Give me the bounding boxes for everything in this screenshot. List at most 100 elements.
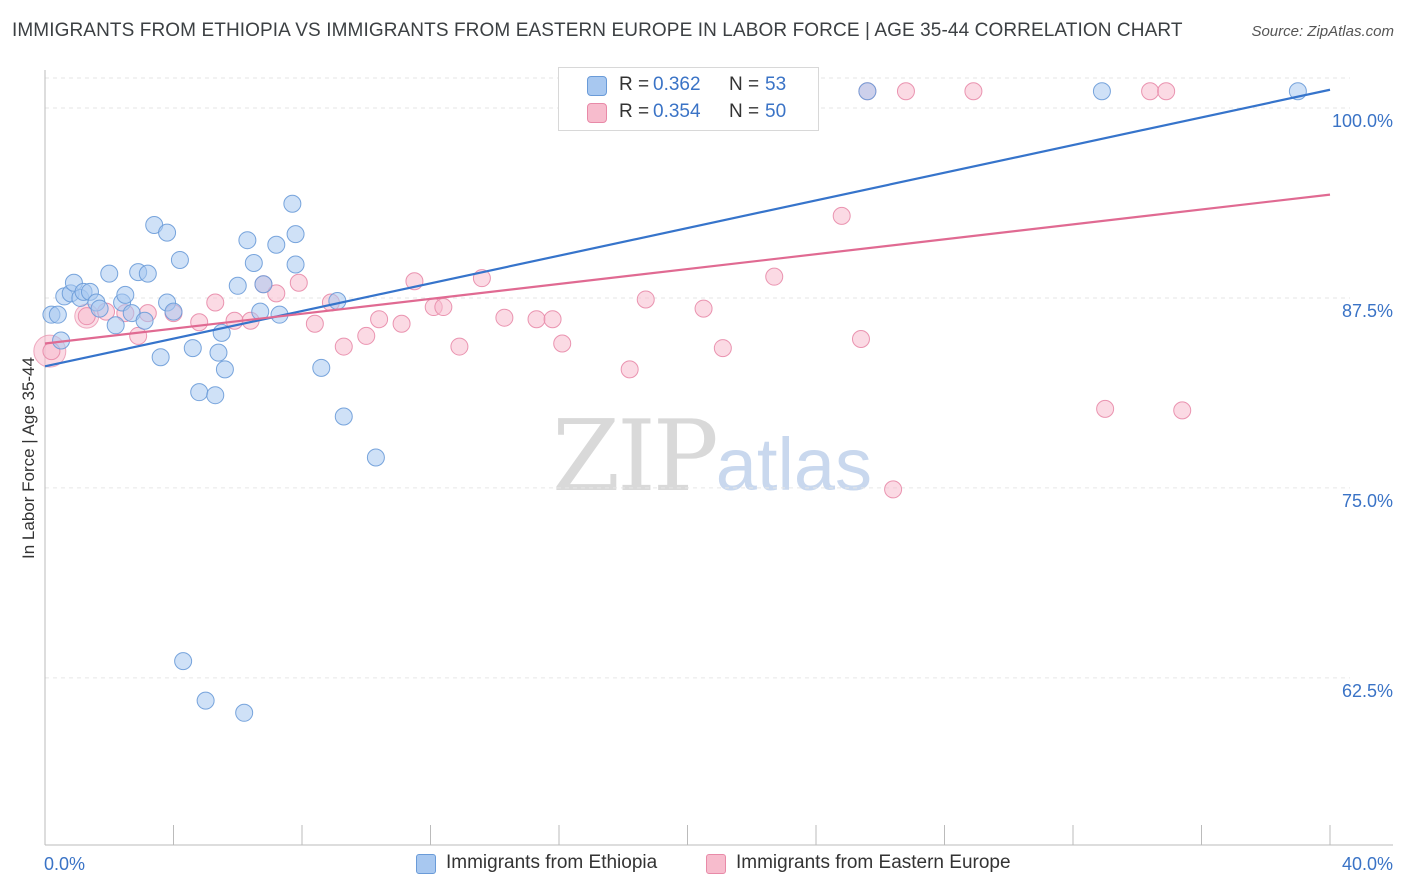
ethiopia-point: [366, 448, 385, 467]
ethiopia-point: [254, 275, 273, 294]
eastern-europe-point: [832, 206, 851, 225]
legend-r-label: R =: [619, 74, 650, 95]
tick-labels: 62.5% 75.0% 87.5% 100.0% 0.0% 40.0%: [44, 111, 1393, 874]
eastern-europe-point: [636, 290, 655, 309]
ethiopia-point: [283, 194, 302, 213]
eastern-europe-point: [434, 298, 453, 317]
eastern-europe-point: [450, 337, 469, 356]
ethiopia-point: [174, 652, 193, 671]
series-legend: Immigrants from Ethiopia Immigrants from…: [0, 852, 1406, 878]
legend-swatch-eastern-europe: [706, 854, 726, 874]
correlation-legend: R = 0.362 N = 53 R = 0.354 N = 50: [558, 67, 819, 131]
legend-row-ethiopia: R = 0.362 N = 53: [559, 73, 818, 101]
legend-label-eastern-europe: Immigrants from Eastern Europe: [736, 852, 1011, 873]
eastern-europe-point: [851, 329, 870, 348]
eastern-europe-point: [392, 314, 411, 333]
ethiopia-point: [100, 264, 119, 283]
ethiopia-point: [1092, 82, 1111, 101]
legend-r-value: 0.354: [653, 101, 701, 122]
y-tick-label: 62.5%: [1342, 681, 1393, 701]
legend-label-ethiopia: Immigrants from Ethiopia: [446, 852, 658, 873]
ethiopia-point: [244, 253, 263, 272]
y-tick-label: 75.0%: [1342, 491, 1393, 511]
eastern-europe-point: [553, 334, 572, 353]
ethiopia-point: [286, 225, 305, 244]
ethiopia-trend-line: [44, 88, 1331, 368]
eastern-europe-point: [370, 310, 389, 329]
data-points: [33, 82, 1307, 722]
ethiopia-point: [206, 386, 225, 405]
ethiopia-point: [267, 235, 286, 254]
watermark-zip: ZIP: [552, 400, 719, 514]
ethiopia-point: [135, 311, 154, 330]
watermark-atlas: atlas: [715, 423, 873, 506]
eastern-europe-point: [1157, 82, 1176, 101]
eastern-europe-point: [289, 273, 308, 292]
eastern-europe-point: [305, 314, 324, 333]
ethiopia-point: [209, 343, 228, 362]
eastern-europe-point: [1173, 401, 1192, 420]
ethiopia-point: [164, 302, 183, 321]
ethiopia-point: [48, 305, 67, 324]
legend-r-value: 0.362: [653, 74, 701, 95]
ethiopia-point: [286, 255, 305, 274]
eastern-europe-point: [1141, 82, 1160, 101]
legend-swatch-eastern-europe: [587, 103, 607, 123]
x-tick-label: 0.0%: [44, 854, 85, 874]
legend-n-label: N =: [729, 101, 760, 122]
chart-title: IMMIGRANTS FROM ETHIOPIA VS IMMIGRANTS F…: [12, 20, 1183, 41]
y-tick-label: 87.5%: [1342, 301, 1393, 321]
eastern-europe-point: [884, 480, 903, 499]
axes: [44, 70, 1393, 846]
trend-lines: [44, 88, 1331, 368]
legend-n-value: 53: [765, 74, 787, 95]
ethiopia-point: [196, 691, 215, 710]
eastern-europe-point: [334, 337, 353, 356]
legend-row-eastern-europe: R = 0.354 N = 50: [559, 100, 818, 128]
ethiopia-point: [312, 358, 331, 377]
ethiopia-point: [238, 231, 257, 250]
ethiopia-point: [170, 250, 189, 269]
eastern-europe-point: [190, 313, 209, 332]
eastern-europe-point: [964, 82, 983, 101]
eastern-europe-point: [267, 284, 286, 303]
eastern-europe-point: [527, 310, 546, 329]
ethiopia-point: [334, 407, 353, 426]
eastern-europe-point: [206, 293, 225, 312]
eastern-europe-point: [896, 82, 915, 101]
eastern-europe-point: [694, 299, 713, 318]
eastern-europe-trend-line: [44, 193, 1331, 345]
source-credit: Source: ZipAtlas.com: [1251, 23, 1394, 40]
eastern-europe-point: [357, 326, 376, 345]
y-tick-label: 100.0%: [1332, 111, 1393, 131]
ethiopia-point: [858, 82, 877, 101]
eastern-europe-point: [1096, 399, 1115, 418]
grid: [45, 77, 1350, 679]
ethiopia-point: [190, 383, 209, 402]
ethiopia-point: [235, 703, 254, 722]
ethiopia-point: [328, 291, 347, 310]
legend-r-label: R =: [619, 101, 650, 122]
legend-swatch-ethiopia: [416, 854, 436, 874]
eastern-europe-point: [713, 339, 732, 358]
eastern-europe-point: [129, 326, 148, 345]
x-tick-label: 40.0%: [1342, 854, 1393, 874]
ethiopia-point: [158, 223, 177, 242]
ethiopia-point: [228, 276, 247, 295]
eastern-europe-point: [765, 267, 784, 286]
y-axis-label: In Labor Force | Age 35-44: [19, 357, 38, 559]
legend-n-label: N =: [729, 74, 760, 95]
ethiopia-point: [106, 316, 125, 335]
eastern-europe-point: [495, 308, 514, 327]
watermark: ZIPatlas: [552, 400, 872, 514]
legend-swatch-ethiopia: [587, 76, 607, 96]
ethiopia-point: [183, 339, 202, 358]
ethiopia-point: [215, 360, 234, 379]
ethiopia-point: [116, 285, 135, 304]
eastern-europe-point: [543, 310, 562, 329]
ethiopia-point: [151, 348, 170, 367]
legend-n-value: 50: [765, 101, 787, 122]
ethiopia-point: [90, 299, 109, 318]
ethiopia-point: [138, 264, 157, 283]
